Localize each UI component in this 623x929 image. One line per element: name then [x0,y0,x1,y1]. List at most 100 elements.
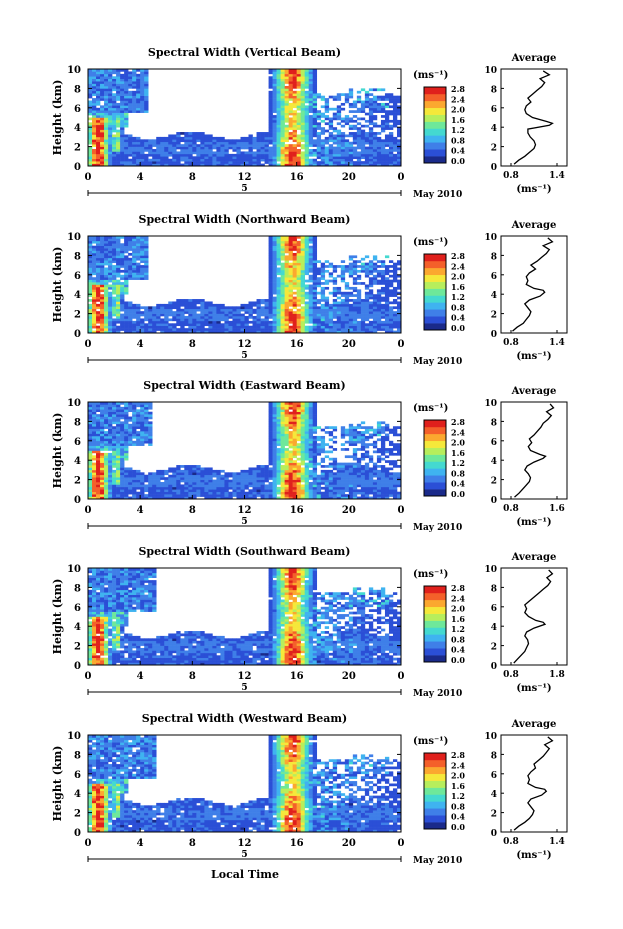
heatmap-cell [228,474,233,478]
heatmap-cell [380,299,386,302]
heatmap-cell [388,313,394,317]
heatmap-cell [272,296,277,300]
heatmap-cell [192,474,197,478]
heatmap-cell [272,323,277,327]
heatmap-cell [120,440,125,444]
heatmap-cell [116,296,121,300]
heatmap-cell [108,416,113,420]
heatmap-cell [252,469,257,473]
heatmap-cell [340,267,346,271]
heatmap-cell [296,465,301,468]
heatmap-cell [136,311,141,314]
heatmap-cell [268,328,273,331]
heatmap-cell [208,323,213,327]
heatmap-cell [352,325,358,329]
heatmap-cell [332,323,338,327]
heatmap-cell [364,299,370,302]
heatmap-cell [272,477,277,480]
heatmap-cell [292,284,297,288]
heatmap-cell [180,153,185,157]
colorbar-tick-label: 0.4 [451,146,465,156]
heatmap-cell [88,450,93,454]
heatmap-cell [392,139,398,143]
heatmap-cell [144,69,149,72]
heatmap-cell [372,88,378,92]
heatmap-cell [100,460,105,463]
heatmap-cell [108,409,113,412]
heatmap-cell [272,129,277,133]
heatmap-cell [204,308,209,312]
heatmap-cell [116,469,121,473]
heatmap-cell [292,482,297,485]
heatmap-cell [144,88,149,92]
heatmap-cell [296,491,301,495]
heatmap-cell [388,110,394,113]
heatmap-cell [140,416,145,420]
heatmap-cell [392,316,398,319]
heatmap-cell [272,452,277,456]
heatmap-cell [100,272,105,276]
heatmap-cell [184,134,189,138]
heatmap-cell [92,296,97,300]
heatmap-cell [104,431,109,434]
heatmap-cell [132,277,137,280]
heatmap-cell [280,416,285,420]
heatmap-cell [332,294,338,297]
heatmap-cell [280,81,285,84]
heatmap-cell [380,105,386,109]
heatmap-cell [396,163,401,166]
heatmap-cell [172,316,177,319]
heatmap-cell [100,267,105,271]
heatmap-cell [108,102,113,106]
heatmap-cell [144,313,149,317]
heatmap-cell [160,139,165,143]
heatmap-cell [272,421,277,425]
heatmap-cell [104,308,109,312]
heatmap-cell [116,328,121,331]
heatmap-cell [396,262,401,266]
heatmap-cell [272,440,277,444]
heatmap-cell [108,474,113,478]
heatmap-cell [280,311,285,314]
heatmap-cell [356,139,362,143]
heatmap-cell [92,284,97,288]
heatmap-cell [360,330,366,333]
heatmap-cell [96,414,101,417]
heatmap-cell [96,277,101,280]
heatmap-cell [252,158,257,162]
heatmap-cell [124,443,129,446]
heatmap-cell [264,474,269,478]
heatmap-cell [272,469,277,473]
heatmap-cell [356,260,362,263]
heatmap-cell [196,316,201,319]
heatmap-cell [320,323,326,327]
heatmap-cell [280,90,285,94]
y-tick-label: 6 [74,104,81,115]
heatmap-cell [392,163,398,166]
heatmap-cell [168,144,173,147]
heatmap-cell [292,149,297,152]
heatmap-cell [244,328,249,331]
heatmap-cell [120,127,125,130]
heatmap-cell [296,102,301,106]
heatmap-cell [336,323,342,327]
heatmap-cell [156,494,161,497]
heatmap-cell [164,306,169,310]
heatmap-cell [352,149,358,152]
heatmap-cell [272,448,277,451]
heatmap-cell [284,450,289,454]
heatmap-cell [112,265,117,268]
heatmap-cell [240,306,245,310]
heatmap-cell [128,257,133,261]
heatmap-cell [124,260,129,263]
heatmap-cell [92,107,97,111]
heatmap-cell [308,245,314,249]
heatmap-cell [112,134,117,138]
y-tick-label: 0 [74,162,81,173]
heatmap-cell [108,308,113,312]
heatmap-cell [292,435,297,439]
heatmap-cell [216,489,221,493]
heatmap-cell [216,308,221,312]
heatmap-cell [192,316,197,319]
heatmap-cell [108,129,113,133]
